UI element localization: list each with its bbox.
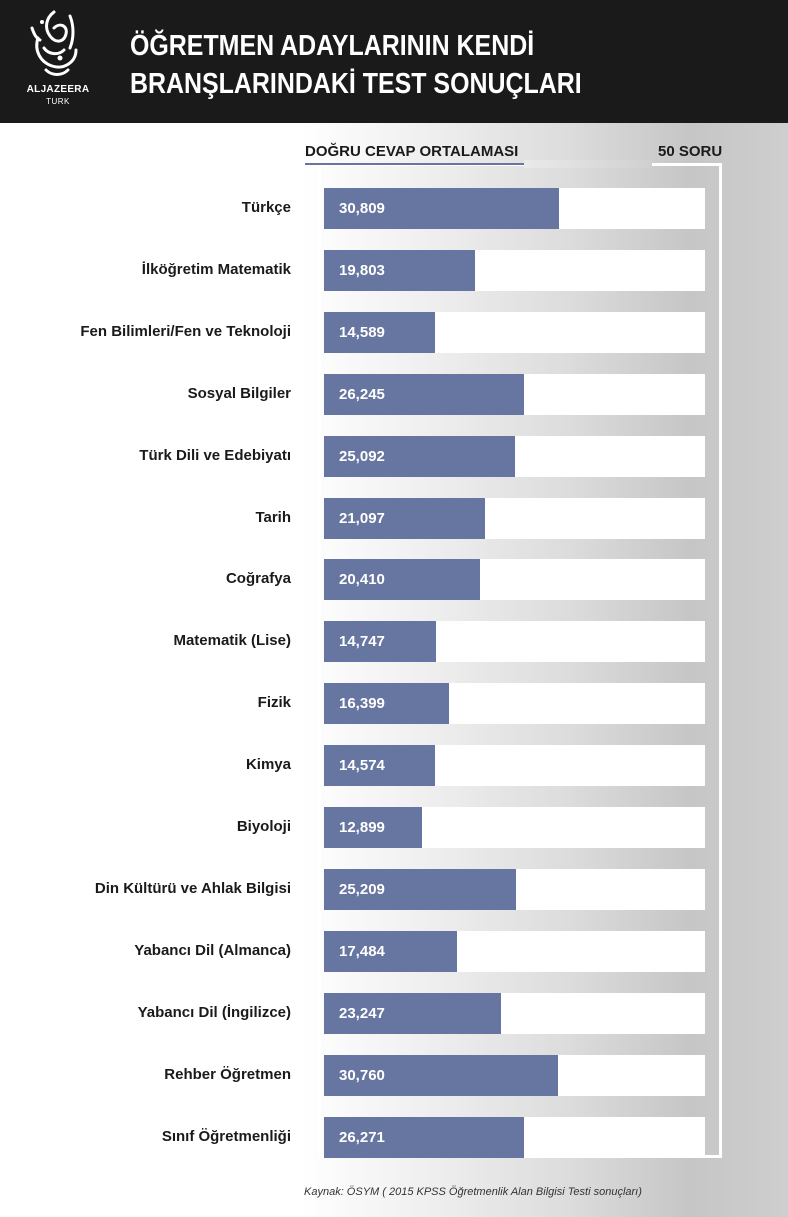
bar	[324, 249, 475, 291]
page-title: ÖĞRETMEN ADAYLARININ KENDİ BRANŞLARINDAK…	[130, 27, 680, 103]
category-label: Coğrafya	[225, 570, 291, 588]
category-label: Rehber Öğretmen	[164, 1065, 291, 1083]
aljazeera-calligraphy-icon	[30, 10, 78, 76]
bar	[324, 373, 524, 415]
header-banner: ALJAZEERA TURK ÖĞRETMEN ADAYLARININ KEND…	[0, 0, 788, 123]
bar-value-label: 25,092	[339, 447, 385, 465]
legend-average-label: DOĞRU CEVAP ORTALAMASI	[305, 143, 519, 160]
legend-max-label: 50 SORU	[658, 143, 723, 160]
logo-name: ALJAZEERA	[26, 84, 90, 95]
bar	[324, 559, 480, 601]
bar-value-label: 16,399	[339, 695, 385, 713]
aljazeera-logo: ALJAZEERA TURK	[18, 8, 98, 114]
category-label: Matematik (Lise)	[173, 632, 291, 650]
page-title-line-2: BRANŞLARINDAKİ TEST SONUÇLARI	[130, 68, 582, 100]
category-label: Fen Bilimleri/Fen ve Teknoloji	[80, 322, 291, 340]
bar-value-label: 21,097	[339, 509, 385, 527]
bar-value-label: 26,245	[339, 385, 385, 403]
bar	[324, 930, 458, 972]
chart-background	[300, 123, 788, 1217]
bar-value-label: 14,589	[339, 323, 385, 341]
bar-value-label: 30,760	[339, 1066, 385, 1084]
category-label: Biyoloji	[236, 818, 291, 835]
bar	[324, 868, 517, 910]
bar	[324, 992, 502, 1034]
bar-value-label: 26,271	[339, 1128, 385, 1146]
category-label: Sosyal Bilgiler	[187, 384, 291, 402]
bar-value-label: 30,809	[339, 200, 385, 217]
bar	[324, 1116, 525, 1158]
source-note: Kaynak: ÖSYM ( 2015 KPSS Öğretmenlik Ala…	[304, 1186, 642, 1198]
bar-value-label: 23,247	[339, 1004, 385, 1022]
legend-average-underline	[305, 163, 524, 165]
bar	[324, 1054, 559, 1096]
category-label: Din Kültürü ve Ahlak Bilgisi	[94, 879, 291, 897]
category-label: Yabancı Dil (Almanca)	[134, 941, 291, 959]
bar	[324, 683, 449, 725]
bar-value-label: 12,899	[339, 819, 385, 836]
bar	[324, 621, 437, 663]
bar-value-label: 20,410	[339, 571, 385, 589]
max-score-bracket-left	[318, 163, 321, 1158]
category-label: Türkçe	[241, 199, 291, 216]
bar	[324, 745, 436, 787]
bar	[324, 497, 485, 539]
category-label: Kimya	[245, 756, 291, 774]
bar	[324, 807, 423, 848]
category-label: Tarih	[255, 508, 291, 526]
bracket-gap	[524, 160, 652, 168]
bar-value-label: 19,803	[339, 261, 385, 279]
category-label: Sınıf Öğretmenliği	[161, 1127, 291, 1145]
bar	[324, 188, 559, 229]
category-label: Fizik	[257, 694, 291, 712]
category-label: İlköğretim Matematik	[141, 260, 291, 278]
logo-subtitle: TURK	[46, 97, 70, 106]
bar	[324, 311, 436, 353]
page-title-line-1: ÖĞRETMEN ADAYLARININ KENDİ	[130, 30, 535, 62]
category-label: Türk Dili ve Edebiyatı	[139, 446, 291, 464]
bar-value-label: 14,747	[339, 633, 385, 651]
bar-value-label: 17,484	[339, 942, 385, 960]
bar-value-label: 14,574	[339, 757, 385, 775]
bar	[324, 435, 516, 477]
bar-value-label: 25,209	[339, 880, 385, 898]
category-label: Yabancı Dil (İngilizce)	[137, 1003, 291, 1021]
